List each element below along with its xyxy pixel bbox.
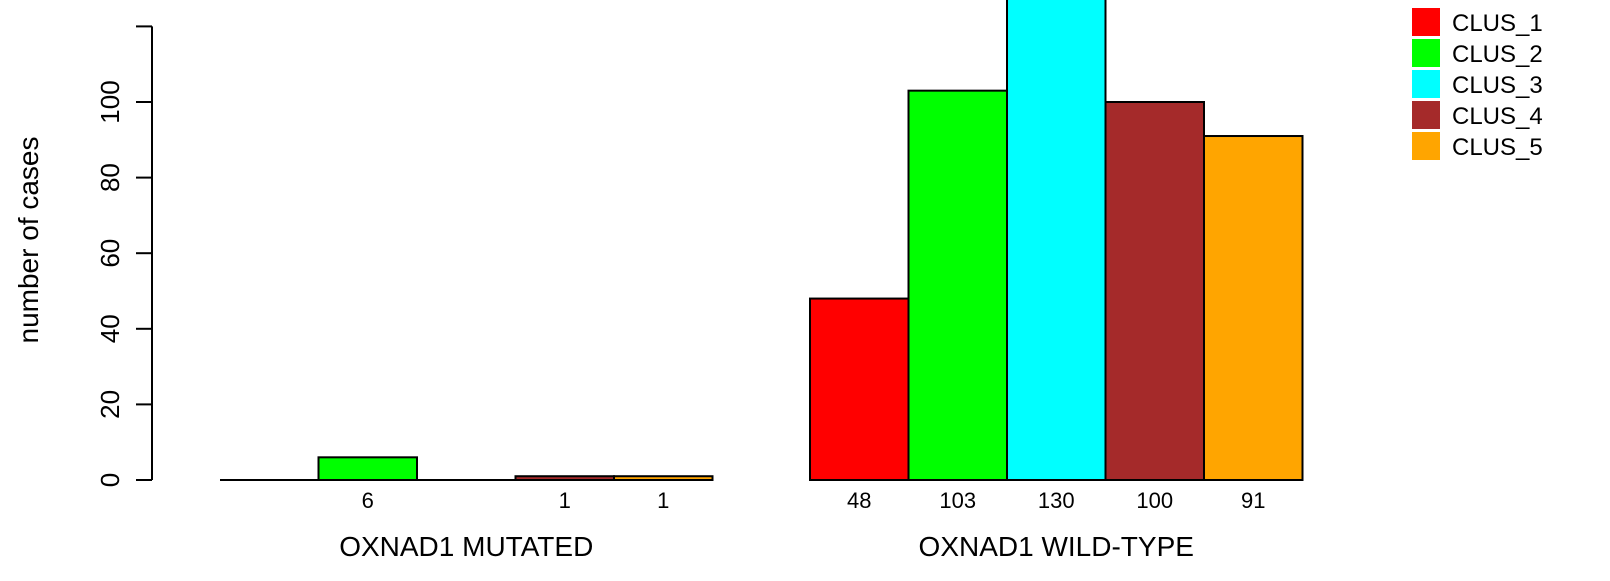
- legend-label: CLUS_3: [1452, 72, 1543, 99]
- bar: [613, 475, 714, 482]
- bar-value-label: 91: [1241, 488, 1265, 513]
- bar-value-label: 1: [559, 488, 571, 513]
- bar-value-label: 6: [362, 488, 374, 513]
- bar-value-labels: 6 1 1 48 103 130 100 91: [362, 488, 1266, 513]
- bar: [907, 89, 1008, 481]
- y-tick-label: 20: [95, 390, 125, 419]
- bar: [1203, 135, 1304, 482]
- y-tick-label: 100: [95, 80, 125, 123]
- legend-swatch: [1412, 132, 1440, 160]
- y-tick-label: 80: [95, 163, 125, 192]
- legend-swatch: [1412, 70, 1440, 98]
- y-tick-label: 60: [95, 239, 125, 268]
- legend-label: CLUS_1: [1452, 10, 1543, 37]
- bar: [317, 456, 418, 482]
- bar-value-label: 1: [657, 488, 669, 513]
- legend-swatch: [1412, 39, 1440, 67]
- bar: [809, 297, 910, 481]
- y-axis-label: number of cases: [13, 137, 44, 344]
- bar-value-label: 100: [1136, 488, 1173, 513]
- legend-label: CLUS_4: [1452, 103, 1543, 130]
- bar: [1006, 0, 1107, 481]
- legend-swatch: [1412, 101, 1440, 129]
- legend-swatch: [1412, 8, 1440, 36]
- y-axis: 0 20 40 60 80 100: [95, 25, 153, 487]
- legend-label: CLUS_2: [1452, 41, 1543, 68]
- bar: [514, 475, 615, 482]
- group-label: OXNAD1 MUTATED: [339, 531, 593, 562]
- group-labels: OXNAD1 MUTATED OXNAD1 WILD-TYPE: [339, 531, 1194, 562]
- legend-label: CLUS_5: [1452, 134, 1543, 161]
- group-label: OXNAD1 WILD-TYPE: [919, 531, 1194, 562]
- bar-value-label: 130: [1038, 488, 1075, 513]
- y-tick-label: 40: [95, 314, 125, 343]
- bar-value-label: 103: [939, 488, 976, 513]
- bar-value-label: 48: [847, 488, 871, 513]
- bars: [220, 0, 1304, 482]
- y-tick-label: 0: [95, 473, 125, 487]
- bar: [1104, 101, 1205, 481]
- legend: CLUS_1 CLUS_2 CLUS_3 CLUS_4 CLUS_5: [1412, 8, 1543, 161]
